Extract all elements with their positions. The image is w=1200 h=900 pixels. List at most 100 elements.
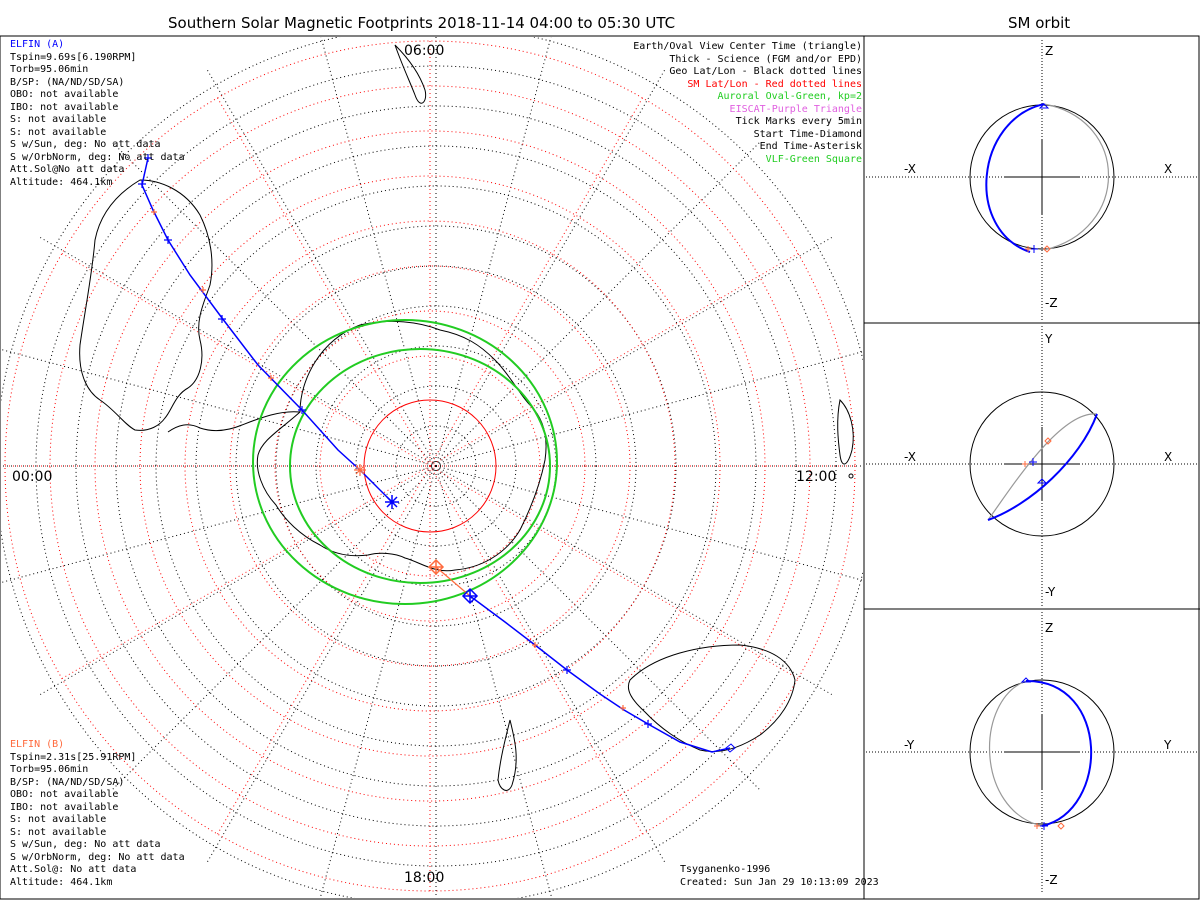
elfin-a-line: Torb=95.06min: [10, 64, 89, 75]
view-center-marker: [848, 473, 854, 479]
orbit1-top-label: Z: [1045, 44, 1054, 58]
sm-lon-line: [61, 253, 431, 467]
geo-lon-line: [435, 67, 667, 467]
start-diamond-a: [461, 587, 479, 605]
elfin-b-line: Torb=95.06min: [10, 764, 89, 775]
geo-lon-line: [205, 67, 437, 467]
elfin-b-line: OBO: not available: [10, 789, 119, 800]
created-label: Created: Sun Jan 29 10:13:09 2023: [680, 877, 879, 888]
orbit3-bottom-label: -Z: [1045, 873, 1058, 887]
track-ticks-b: [151, 209, 626, 711]
legend-item: Thick - Science (FGM and/or EPD): [669, 53, 862, 65]
geo-lon-line: [435, 465, 835, 697]
elfin-b-line: IBO: not available: [10, 801, 119, 813]
legend-item: Tick Marks every 5min: [735, 116, 862, 127]
geo-lon-line: [435, 140, 762, 467]
elfin-b-name: ELFIN (B): [10, 739, 65, 750]
sm-grid: [4, 40, 856, 892]
elfin-a-line: S: not available: [10, 126, 107, 138]
orbit2-top-label: Y: [1045, 332, 1053, 346]
geo-lon-line: [435, 465, 553, 898]
orbit2-bottom-label: -Y: [1045, 585, 1056, 599]
geo-lon-line: [37, 235, 437, 467]
orbit3-top-label: Z: [1045, 621, 1054, 635]
elfin-a-line: S w/OrbNorm, deg: No att data: [10, 151, 185, 163]
elfin-a-line: Tspin=9.69s[6.190RPM]: [10, 51, 137, 63]
elfin-a-line: S w/Sun, deg: No att data: [10, 139, 161, 150]
sm-lon-line: [217, 97, 431, 467]
orbit-title: SM orbit: [1008, 14, 1071, 32]
elfin-b-line: S w/OrbNorm, deg: No att data: [10, 851, 185, 863]
new-zealand-coast: [497, 719, 517, 791]
geo-lon-line: [435, 465, 863, 581]
island-coast: [837, 398, 854, 465]
geo-lon-line: [110, 465, 437, 792]
geo-lon-line: [435, 351, 863, 467]
geo-lon-line: [320, 37, 437, 467]
antarctica-coast: [256, 320, 547, 572]
geo-lon-line: [319, 465, 437, 898]
sm-lat-circle: [94, 130, 766, 802]
legend: Earth/Oval View Center Time (triangle) Th…: [633, 41, 862, 166]
sm-lon-line: [429, 97, 643, 467]
peninsula-coast: [167, 411, 301, 433]
elfin-b-line: Tspin=2.31s[25.91RPM]: [10, 751, 137, 763]
sm-lat-circle: [319, 355, 541, 577]
elfin-a-line: S: not available: [10, 114, 107, 125]
legend-item: Auroral Oval-Green, kp=2: [717, 91, 863, 102]
geo-lon-line: [205, 465, 437, 865]
geo-lon-line: [37, 465, 437, 697]
legend-item: Start Time-Diamond: [753, 128, 862, 140]
australia-coast: [627, 644, 796, 753]
geo-grid: [1, 37, 863, 898]
elfin-a-line: IBO: not available: [10, 101, 119, 113]
geo-lon-line: [435, 37, 552, 467]
sm-lat-circle: [139, 175, 721, 757]
legend-item: SM Lat/Lon - Red dotted lines: [687, 78, 862, 90]
elfin-a-name: ELFIN (A): [10, 39, 65, 50]
elfin-a-track-lower: [469, 595, 731, 753]
time-label-top: 06:00: [404, 43, 445, 59]
legend-item: Earth/Oval View Center Time (triangle): [633, 41, 862, 52]
sm-lon-line: [61, 465, 431, 679]
geo-lon-line: [1, 465, 437, 584]
sm-lon-line: [429, 465, 799, 679]
legend-item: Geo Lat/Lon - Black dotted lines: [669, 66, 862, 77]
sm-lat-circle: [274, 310, 586, 622]
orbit1-left-label: -X: [904, 162, 916, 176]
legend-item: EISCAT-Purple Triangle: [729, 103, 862, 115]
sm-lon-line: [429, 465, 643, 835]
geo-lon-line: [110, 140, 437, 467]
end-point-a-lower: [725, 743, 736, 753]
elfin-b-line: S: not available: [10, 814, 107, 825]
auroral-oval-outer: [252, 319, 558, 605]
geo-lon-line: [435, 465, 667, 865]
elfin-b-line: S w/Sun, deg: No att data: [10, 839, 161, 850]
orbit3-right-label: Y: [1164, 738, 1172, 752]
orbit2-left-label: -X: [904, 450, 916, 464]
sm-lon-line: [217, 465, 431, 835]
orbit-panel-yz: [866, 612, 1198, 894]
orbit2-right-label: X: [1164, 450, 1173, 464]
orbit1-bottom-label: -Z: [1045, 296, 1058, 310]
coastlines: [79, 44, 854, 791]
elfin-a-line: Att.Sol@No att data: [10, 164, 125, 175]
sm-lon-line: [429, 253, 799, 467]
main-title: Southern Solar Magnetic Footprints 2018-…: [168, 14, 676, 32]
orbit3-left-label: -Y: [904, 738, 915, 752]
south-america-coast: [79, 179, 213, 431]
orbit-panel-xz: [866, 40, 1198, 320]
elfin-b-info: ELFIN (B) Tspin=2.31s[25.91RPM] Torb=95.0…: [10, 739, 185, 889]
geo-lon-line: [435, 465, 762, 792]
orbit1-right-label: X: [1164, 162, 1173, 176]
elfin-a-line: OBO: not available: [10, 89, 119, 100]
elfin-b-line: Altitude: 464.1km: [10, 876, 113, 888]
end-asterisk-b: [354, 464, 366, 476]
time-label-bottom: 18:00: [404, 870, 445, 886]
elfin-b-track: [435, 566, 471, 597]
elfin-b-line: Att.Sol@: No att data: [10, 864, 137, 875]
orbit-panel-xy: [866, 326, 1198, 606]
end-asterisk-a: [385, 495, 399, 509]
geo-lon-line: [435, 235, 835, 467]
